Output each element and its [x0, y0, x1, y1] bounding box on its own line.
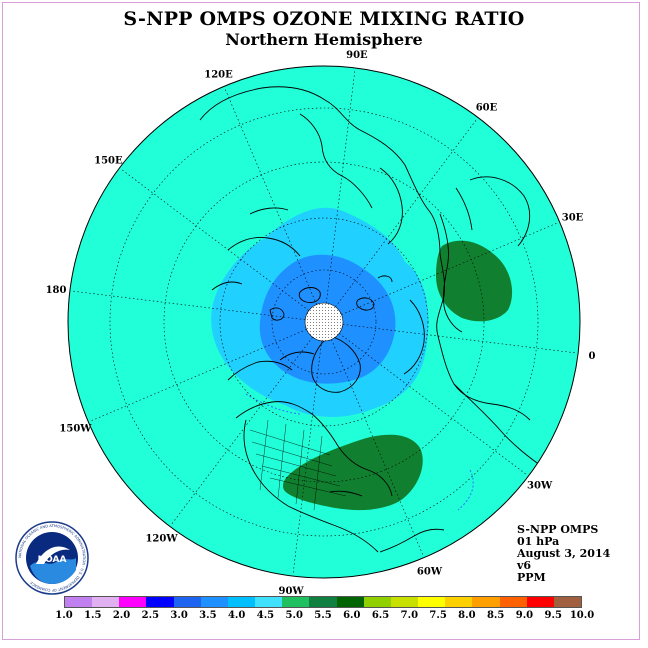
colorbar-tick-label: 1.0	[55, 610, 73, 621]
polar-data-gap	[304, 302, 344, 342]
map-title: S-NPP OMPS OZONE MIXING RATIO	[123, 8, 525, 30]
colorbar-swatch	[65, 597, 93, 607]
colorbar-tick-label: 9.5	[544, 610, 562, 621]
colorbar-tick-label: 2.0	[112, 610, 131, 621]
contour-region-5-0-atlantic	[282, 434, 423, 511]
colorbar-swatch	[445, 597, 473, 607]
pressure-level: 01 hPa	[517, 535, 560, 548]
longitude-label: 30E	[562, 213, 584, 224]
colorbar-tick-label: 4.5	[256, 610, 275, 621]
colorbar-tick-label: 7.0	[400, 610, 419, 621]
meridian-90E	[326, 69, 356, 304]
colorbar-tick-label: 7.5	[429, 610, 447, 621]
observation-date: August 3, 2014	[517, 547, 611, 560]
colorbar-tick-label: 9.0	[515, 610, 534, 621]
us-state-borders	[249, 419, 347, 511]
colorbar-swatch	[227, 597, 256, 607]
instrument-label: S-NPP OMPS	[517, 523, 599, 536]
colorbar-ticks: 1.0 1.5 2.0 2.5 3.0 3.5 4.0 4.5 5.0 5.5 6.0 6.5 7.0 7…	[50, 610, 598, 624]
colorbar-swatch	[200, 597, 228, 607]
colorbar-swatch	[309, 597, 337, 607]
meridian-180	[71, 290, 306, 320]
meridian-90W	[292, 340, 322, 575]
contour-region-5-0-east	[436, 240, 513, 322]
map-subtitle: Northern Hemisphere	[225, 30, 423, 49]
colorbar-swatch	[553, 597, 581, 607]
figure-frame	[2, 2, 640, 640]
meridian-0	[342, 324, 577, 354]
colorbar-swatch	[390, 597, 419, 607]
colorbar-swatch	[92, 597, 120, 607]
colorbar-tick-label: 10.0	[569, 610, 595, 621]
coastlines	[199, 86, 545, 553]
meridian-60W	[331, 339, 424, 556]
colorbar-swatch	[336, 597, 364, 607]
colorbar-swatch	[255, 597, 283, 607]
longitude-label: 90E	[346, 50, 368, 61]
meridian-150W	[90, 329, 307, 422]
info-block: S-NPP OMPS 01 hPa August 3, 2014 v6 PPM	[517, 524, 610, 584]
colorbar-swatch	[173, 597, 201, 607]
colorbar-swatch	[418, 597, 446, 607]
longitude-label: 60W	[417, 567, 443, 578]
meridian-30W	[338, 333, 528, 476]
colorbar-swatch	[146, 597, 174, 607]
colorbar-tick-label: 3.5	[199, 610, 217, 621]
colorbar-swatch	[282, 597, 310, 607]
longitude-label: 180	[46, 285, 67, 296]
colorbar-swatch	[499, 597, 527, 607]
product-version: v6	[517, 559, 532, 572]
colorbar-swatch	[363, 597, 391, 607]
units-label: PPM	[517, 571, 546, 584]
longitude-labels: 90E 60E 30E 0 30W 60W 90W 120W 150W 180 150E 120E	[46, 50, 596, 597]
longitude-label: 120E	[204, 69, 233, 80]
colorbar-swatch	[472, 597, 500, 607]
colorbar	[64, 596, 582, 608]
meridian-120E	[224, 88, 317, 305]
longitude-label: 150E	[94, 156, 123, 167]
colorbar-tick-label: 4.0	[227, 610, 246, 621]
colorbar-tick-label: 2.5	[141, 610, 160, 621]
meridian-lines	[71, 69, 577, 575]
colorbar-tick-label: 8.0	[458, 610, 476, 621]
colorbar-tick-label: 5.0	[285, 610, 303, 621]
colorbar-swatch	[526, 597, 554, 607]
colorbar-tick-label: 8.5	[486, 610, 505, 621]
longitude-label: 150W	[59, 423, 92, 434]
meridian-120W	[170, 336, 313, 526]
longitude-label: 30W	[527, 480, 553, 491]
logo-wordmark: NOAA	[38, 555, 67, 565]
longitude-label: 0	[589, 351, 596, 362]
longitude-label: 90W	[279, 586, 305, 597]
colorbar-swatch	[119, 597, 147, 607]
colorbar-tick-label: 6.5	[371, 610, 390, 621]
colorbar-tick-label: 3.0	[170, 610, 188, 621]
colorbar-tick-label: 6.0	[343, 610, 361, 621]
longitude-label: 60E	[476, 102, 498, 113]
latitude-circles	[109, 107, 539, 537]
colorbar-tick-label: 5.5	[314, 610, 332, 621]
meridian-30E	[341, 222, 558, 315]
colorbar-tick-label: 1.5	[84, 610, 102, 621]
longitude-label: 120W	[145, 534, 178, 545]
noaa-logo: NOAA NATIONAL OCEANIC AND ATMOSPHERIC AD…	[15, 521, 89, 595]
